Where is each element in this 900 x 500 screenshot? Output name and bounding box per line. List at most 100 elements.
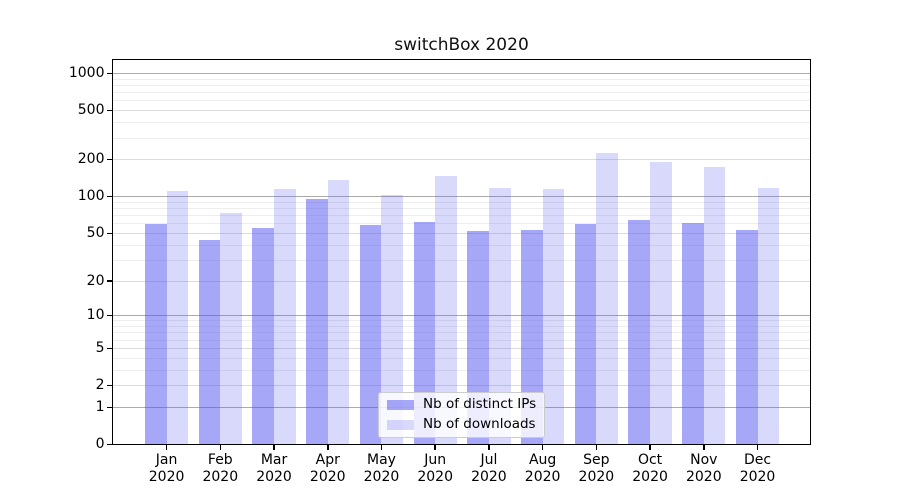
x-tick-label: May 2020	[363, 451, 400, 485]
bar-downloads	[703, 166, 726, 445]
y-gridline	[112, 326, 811, 327]
bar-distinct-ips	[145, 223, 167, 445]
legend-swatch-distinct-ips	[387, 399, 414, 410]
y-tick	[107, 195, 112, 198]
bar-distinct-ips	[521, 230, 543, 445]
legend: Nb of distinct IPs Nb of downloads	[378, 391, 545, 438]
bar-distinct-ips	[252, 228, 275, 445]
legend-item: Nb of downloads	[387, 417, 536, 432]
y-tick-label: 200	[77, 151, 105, 168]
x-tick	[327, 445, 329, 450]
bar-downloads	[381, 194, 404, 445]
y-tick	[107, 314, 112, 317]
bar-distinct-ips	[682, 222, 704, 445]
y-gridline	[112, 110, 811, 112]
y-gridline	[112, 347, 811, 349]
x-tick-label: Mar 2020	[256, 451, 292, 485]
x-tick	[595, 445, 598, 450]
y-tick	[107, 72, 112, 75]
y-tick	[107, 443, 112, 446]
bar-distinct-ips	[198, 240, 221, 445]
x-tick	[488, 445, 490, 450]
legend-swatch-downloads	[387, 419, 414, 430]
y-tick-label: 500	[77, 102, 105, 119]
bar-downloads	[166, 191, 189, 445]
x-tick-label: Feb 2020	[202, 451, 239, 485]
bar-downloads	[488, 187, 511, 445]
x-tick-label: Jul 2020	[471, 451, 507, 485]
bar-downloads	[650, 162, 672, 445]
y-gridline	[112, 122, 811, 124]
x-tick	[165, 445, 168, 450]
x-tick	[273, 445, 275, 450]
y-gridline	[112, 92, 811, 94]
x-tick-label: Dec 2020	[739, 451, 776, 485]
x-tick-label: Apr 2020	[309, 451, 346, 485]
legend-item: Nb of distinct IPs	[387, 397, 536, 412]
bar-distinct-ips	[359, 224, 382, 445]
bar-downloads	[220, 213, 242, 445]
y-gridline	[112, 100, 811, 102]
x-tick-label: Jan 2020	[148, 451, 185, 485]
x-tick-label: Oct 2020	[632, 451, 668, 485]
y-gridline	[112, 137, 811, 139]
bar-distinct-ips	[735, 230, 758, 445]
bar-distinct-ips	[306, 199, 328, 445]
y-tick	[107, 406, 112, 409]
x-tick-label: Sep 2020	[578, 451, 615, 485]
bar-downloads	[757, 187, 780, 445]
y-gridline	[112, 78, 811, 80]
y-gridline	[112, 244, 811, 246]
x-tick-label: Jun 2020	[417, 451, 453, 485]
y-gridline	[112, 385, 811, 386]
y-tick-label: 1000	[68, 65, 105, 81]
y-tick	[107, 384, 112, 387]
y-tick	[107, 109, 112, 112]
y-tick-label: 2	[95, 377, 105, 393]
y-gridline	[112, 357, 811, 359]
y-gridline	[112, 232, 811, 234]
y-tick-label: 0	[95, 436, 105, 452]
y-gridline	[112, 73, 811, 74]
y-tick-label: 5	[95, 339, 105, 356]
y-gridline	[112, 223, 811, 225]
bar-downloads	[596, 152, 618, 445]
bar-downloads	[435, 175, 457, 445]
bar-downloads	[327, 179, 350, 445]
y-gridline	[112, 201, 811, 203]
x-tick	[219, 445, 222, 450]
y-tick	[107, 232, 112, 235]
chart-title: switchBox 2020	[394, 35, 529, 55]
y-gridline	[112, 369, 811, 371]
x-tick	[703, 445, 705, 450]
bar-downloads	[542, 189, 565, 445]
x-tick	[756, 445, 759, 450]
x-tick	[434, 445, 436, 450]
y-gridline	[112, 84, 811, 86]
bar-distinct-ips	[628, 220, 651, 445]
y-gridline	[112, 320, 811, 322]
y-tick	[107, 347, 112, 350]
x-tick-label: Nov 2020	[685, 451, 722, 485]
bar-distinct-ips	[574, 223, 597, 445]
y-gridline	[112, 215, 811, 217]
x-tick	[649, 445, 651, 450]
y-gridline	[112, 196, 811, 198]
bar-distinct-ips	[467, 231, 489, 445]
y-tick	[107, 158, 112, 161]
legend-label: Nb of distinct IPs	[423, 396, 537, 413]
y-gridline	[112, 159, 811, 161]
y-tick	[107, 280, 112, 282]
y-gridline	[112, 259, 811, 261]
y-tick-label: 10	[86, 307, 105, 324]
y-tick-label: 1	[95, 398, 105, 415]
bar-downloads	[274, 189, 296, 445]
y-tick-label: 20	[86, 272, 105, 289]
legend-label: Nb of downloads	[423, 416, 536, 433]
bar-distinct-ips	[413, 222, 436, 445]
y-tick-label: 50	[86, 224, 105, 241]
y-gridline	[112, 208, 811, 210]
x-tick-label: Aug 2020	[524, 451, 561, 485]
y-gridline	[112, 339, 811, 341]
